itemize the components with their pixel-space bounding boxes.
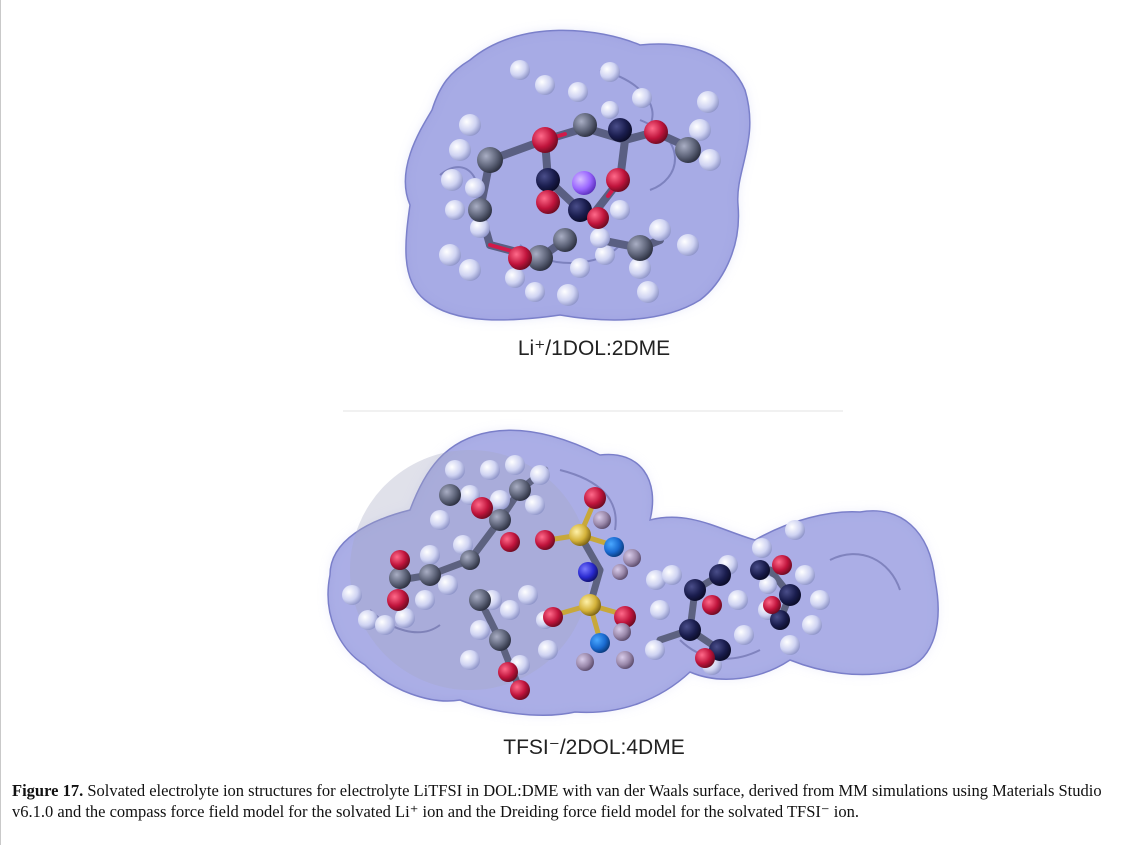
molecular-figure (327, 29, 939, 716)
panel-label-li: Li⁺/1DOL:2DME (517, 337, 671, 360)
tfsi-solvation-structure (327, 429, 939, 716)
li-solvation-structure (404, 29, 751, 321)
figure-caption: Figure 17. Solvated electrolyte ion stru… (12, 780, 1137, 822)
panel-divider (343, 410, 843, 412)
figure-caption-text: Solvated electrolyte ion structures for … (12, 781, 1102, 821)
figure-number: Figure 17. (12, 781, 84, 800)
page-frame-edge (0, 0, 1, 845)
panel-label-tfsi: TFSI⁻/2DOL:4DME (503, 736, 685, 759)
